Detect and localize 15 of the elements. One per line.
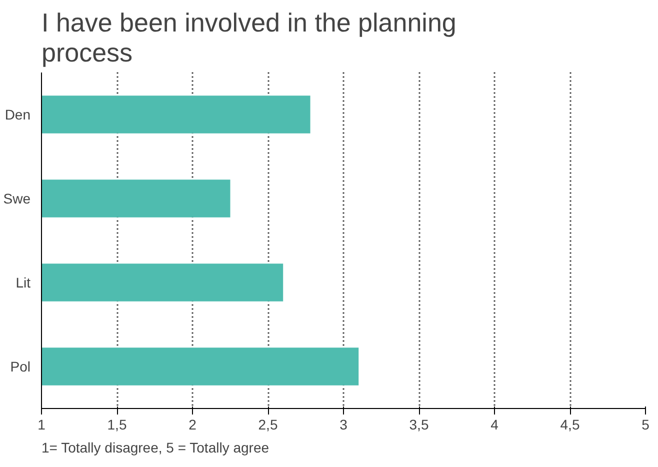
x-tick-label: 1: [38, 416, 46, 432]
x-tick-label: 5: [642, 416, 650, 432]
y-tick-label: Den: [4, 106, 31, 122]
x-tick-label: 3: [340, 416, 348, 432]
x-tick-label: 1,5: [107, 416, 127, 432]
x-tick-label: 3,5: [409, 416, 429, 432]
y-tick-label: Lit: [16, 274, 31, 290]
text: 1= Totally disagree, 5 = Totally agree: [42, 440, 270, 456]
x-tick-label: 4: [490, 416, 499, 432]
chart-title: I have been involved in the planning process: [42, 8, 456, 68]
y-tick-label: Pol: [10, 358, 30, 374]
x-tick-label: 4,5: [560, 416, 580, 432]
x-tick-label: 2,5: [258, 416, 278, 432]
y-tick-label: Swe: [3, 190, 31, 206]
x-tick-label: 2: [188, 416, 197, 432]
